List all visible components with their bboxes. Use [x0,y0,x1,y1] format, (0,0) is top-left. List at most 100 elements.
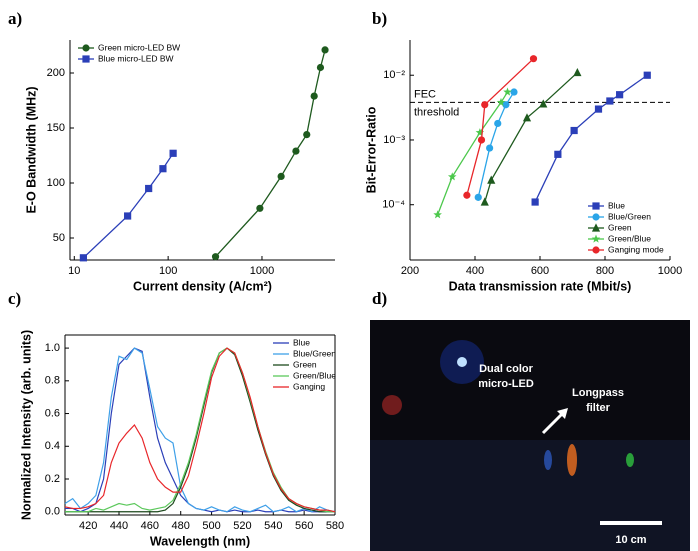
arrow-head [557,408,568,419]
marker [474,193,482,201]
x-tick-label: 580 [326,520,344,532]
y-axis-label: Normalized Intensity (arb. units) [19,330,33,520]
x-tick-label: 460 [141,520,159,532]
filter [567,444,577,476]
threshold-label: threshold [414,106,459,118]
x-tick-label: 560 [295,520,313,532]
y-tick-label: 200 [47,67,65,79]
photo-floor [370,440,690,551]
x-tick-label: 10 [68,265,80,277]
marker [79,254,87,262]
x-tick-label: 500 [202,520,220,532]
y-axis-label: E-O Bandwidth (MHz) [24,86,38,213]
legend-label: Blue [608,200,625,210]
marker [573,67,582,77]
y-tick-label: 1.0 [45,342,60,354]
legend-label: Blue/Green [293,348,336,358]
legend-marker [592,246,600,254]
x-tick-label: 440 [110,520,128,532]
marker [321,46,329,54]
series-line [65,347,335,513]
x-tick-label: 480 [172,520,190,532]
marker [303,131,311,139]
y-tick-label: 150 [47,122,65,134]
y-axis-label: Bit-Error-Ratio [364,106,378,193]
panel-label: b) [372,9,387,28]
blue-light [544,450,552,470]
y-tick-label: 0.0 [45,506,60,518]
legend-label: Ganging mode [608,244,664,254]
panel-label: c) [8,289,21,308]
marker [433,210,442,219]
arrow [541,411,565,435]
marker [447,172,457,181]
x-tick-label: 200 [401,265,419,277]
marker [159,165,167,173]
marker [486,144,494,152]
marker [529,55,538,63]
x-tick-label: 100 [159,265,177,277]
y-tick-label: 100 [47,177,65,189]
y-tick-label: 50 [53,232,65,244]
legend-label: Green/Blue [608,233,651,243]
marker [570,126,578,135]
green-light [626,453,634,467]
legend-label: Green/Blue [293,370,336,380]
x-tick-label: 540 [264,520,282,532]
y-tick-label: 0.4 [45,440,60,452]
chart: a) 10 100 1000 50 100 150 200 Current density (A… [8,9,335,293]
marker [475,128,485,137]
x-tick-label: 800 [596,265,614,277]
legend-label: Ganging [293,381,325,391]
x-tick-label: 520 [233,520,251,532]
legend-marker [591,234,601,243]
legend-marker [592,213,600,221]
legend-label: Blue [293,337,310,347]
marker [145,184,153,193]
x-tick-label: 400 [466,265,484,277]
legend-marker [82,55,90,63]
marker [169,149,177,157]
photo-label: micro-LED [478,378,534,390]
marker [539,99,548,108]
y-tick-label: 0.2 [45,473,60,485]
series-line [534,74,648,203]
panel-label: a) [8,9,22,28]
x-tick-label: 1000 [250,265,274,277]
marker [510,88,518,96]
photo-label: Longpass [572,387,624,399]
object [382,395,402,415]
marker [256,204,264,212]
marker [487,175,496,184]
chart: c) 420 440 460 480 500 520 540 560 580 0.0 0.2 0.4 0.… [8,289,344,548]
marker [606,97,614,105]
panel-label: d) [372,289,387,308]
marker [616,91,624,99]
marker [316,63,325,72]
chart: b) 200 400 600 800 1000 10⁻⁴ 10⁻³ 10⁻² Data trans… [364,9,682,293]
y-tick-label: 0.8 [45,375,60,387]
legend-label: Blue/Green [608,211,651,221]
x-axis-label: Wavelength (nm) [150,534,250,548]
marker [496,97,506,107]
y-tick-label: 10⁻² [383,69,405,81]
threshold-label: FEC [414,88,436,100]
legend-marker [82,44,90,52]
marker [463,191,471,199]
series-line [64,347,336,513]
marker [594,105,603,113]
marker [292,147,300,155]
marker [643,71,651,79]
legend-label: Green [293,359,317,369]
x-axis-label: Current density (A/cm²) [133,279,272,293]
legend-label: Blue micro-LED BW [98,53,174,63]
marker [277,172,285,180]
marker [502,101,510,109]
legend-marker [592,202,600,210]
marker [211,253,220,261]
legend-marker [591,223,601,232]
legend-label: Green micro-LED BW [98,42,180,52]
marker [477,136,486,144]
x-tick-label: 420 [79,520,97,532]
